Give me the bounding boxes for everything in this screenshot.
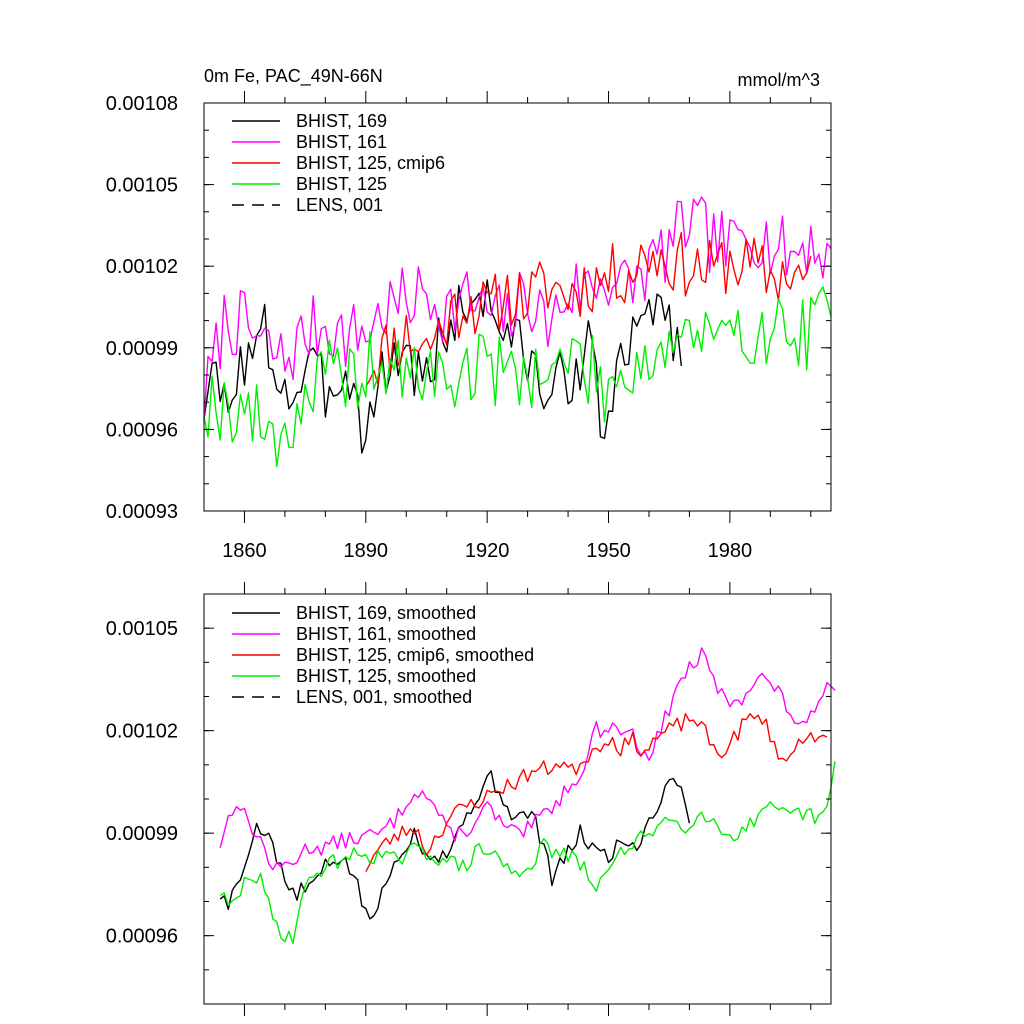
bottom-legend: BHIST, 169, smoothed BHIST, 161, smoothe… bbox=[232, 603, 534, 707]
top-series-line-3 bbox=[203, 286, 832, 468]
top-plot-frame bbox=[203, 102, 832, 512]
bottom-ytick-label: 0.00102 bbox=[106, 721, 178, 743]
bottom-legend-label-2: BHIST, 125, cmip6, smoothed bbox=[296, 645, 534, 665]
bottom-series-group bbox=[219, 647, 836, 945]
top-series-line-2 bbox=[365, 231, 812, 387]
top-axis-ticks: 0.00093 0.00096 0.00099 0.00102 0.00105 0.001… bbox=[106, 91, 831, 562]
bottom-ytick-label: 0.00099 bbox=[106, 823, 178, 845]
bottom-legend-label-0: BHIST, 169, smoothed bbox=[296, 603, 476, 623]
top-ytick-label: 0.00105 bbox=[106, 175, 178, 197]
top-legend-label-3: BHIST, 125 bbox=[296, 174, 387, 194]
bottom-series-line-1 bbox=[219, 647, 836, 871]
bottom-axis-ticks: 0.00096 0.00099 0.00102 0.00105 bbox=[106, 582, 831, 1016]
top-legend-label-0: BHIST, 169 bbox=[296, 111, 387, 131]
bottom-legend-label-4: LENS, 001, smoothed bbox=[296, 687, 472, 707]
bottom-series-line-3 bbox=[219, 761, 836, 945]
bottom-ytick-label: 0.00096 bbox=[106, 926, 178, 948]
top-ytick-label: 0.00096 bbox=[106, 419, 178, 441]
bottom-panel: 0.00096 0.00099 0.00102 0.00105 BHIST, 169,… bbox=[106, 582, 836, 1016]
top-legend: BHIST, 169 BHIST, 161 BHIST, 125, cmip6 … bbox=[232, 111, 445, 215]
bottom-series-line-2 bbox=[365, 713, 828, 873]
top-xtick-label: 1980 bbox=[708, 540, 753, 562]
top-series-group bbox=[203, 196, 832, 468]
top-legend-label-2: BHIST, 125, cmip6 bbox=[296, 153, 445, 173]
top-ytick-label: 0.00093 bbox=[106, 501, 178, 523]
top-xtick-label: 1920 bbox=[465, 540, 510, 562]
top-panel: 0m Fe, PAC_49N-66N mmol/m^3 0.000930.000… bbox=[106, 66, 832, 562]
top-ytick-label: 0.00108 bbox=[106, 93, 178, 115]
top-legend-label-1: BHIST, 161 bbox=[296, 132, 387, 152]
top-ytick-label: 0.00102 bbox=[106, 256, 178, 278]
top-panel-units: mmol/m^3 bbox=[738, 70, 820, 90]
bottom-ytick-label: 0.00105 bbox=[106, 618, 178, 640]
top-panel-title: 0m Fe, PAC_49N-66N bbox=[204, 66, 383, 87]
bottom-legend-label-1: BHIST, 161, smoothed bbox=[296, 624, 476, 644]
top-xtick-label: 1890 bbox=[344, 540, 389, 562]
top-ytick-label: 0.00099 bbox=[106, 338, 178, 360]
bottom-legend-label-3: BHIST, 125, smoothed bbox=[296, 666, 476, 686]
bottom-series-line-0 bbox=[219, 770, 691, 920]
top-xtick-label: 1950 bbox=[586, 540, 631, 562]
top-xtick-label: 1860 bbox=[222, 540, 267, 562]
top-legend-label-4: LENS, 001 bbox=[296, 195, 383, 215]
